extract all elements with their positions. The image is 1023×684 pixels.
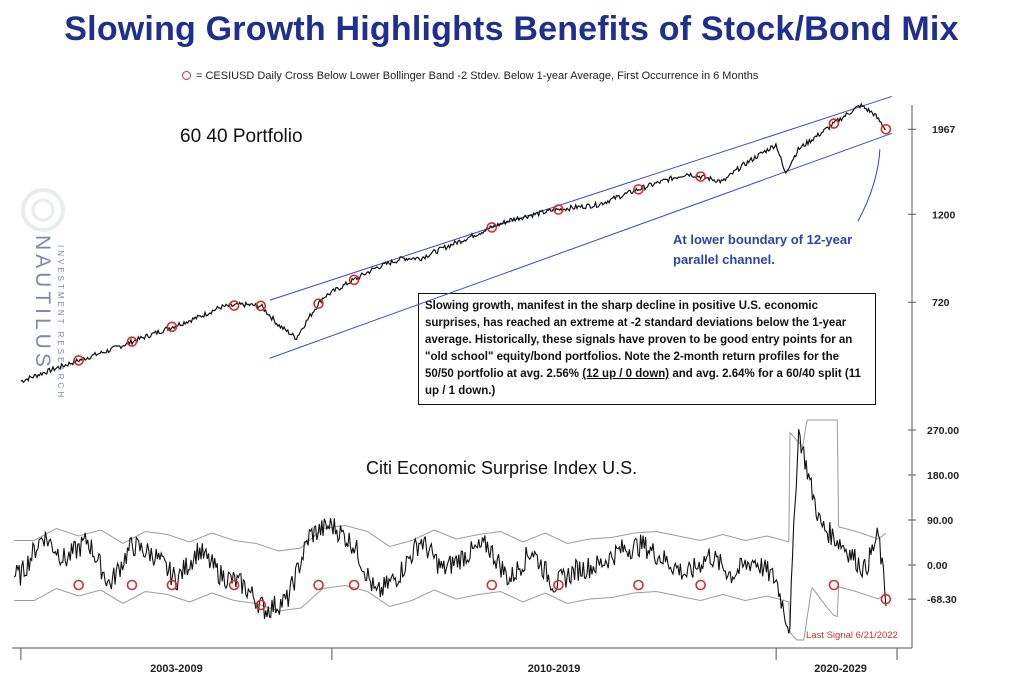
top-signal-marker (486, 222, 498, 233)
annotation-line-1: At lower boundary of 12-year (673, 232, 853, 247)
top-panel-label: 60 40 Portfolio (180, 126, 303, 147)
top-signal-marker (828, 118, 840, 129)
top-ytick-label: 720 (932, 297, 950, 309)
signal-legend: = CESIUSD Daily Cross Below Lower Bollin… (182, 70, 758, 82)
callout-tail: and avg. 2.64% for a 60/40 split (11 up … (425, 368, 861, 397)
last-signal-label: Last Signal 6/21/2022 (806, 630, 898, 641)
period-label: 2020-2029 (814, 663, 867, 675)
channel-annotation: At lower boundary of 12-year parallel ch… (673, 230, 883, 270)
portfolio-line (20, 102, 886, 384)
bottom-signal-marker (695, 579, 706, 591)
top-ytick-label: 1967 (932, 124, 956, 136)
bottom-signal-marker (633, 579, 644, 591)
bollinger-bands (14, 419, 887, 641)
top-signal-marker (73, 355, 84, 366)
signal-marker-icon (182, 70, 191, 80)
period-label: 2010-2019 (528, 663, 581, 675)
top-signal-marker (633, 184, 644, 195)
bottom-panel-label: Citi Economic Surprise Index U.S. (366, 458, 638, 478)
bottom-signal-marker (228, 579, 240, 591)
bottom-ytick-label: 90.00 (927, 515, 953, 527)
callout-text: Slowing growth, manifest in the sharp de… (425, 300, 853, 380)
axes: 720 1200 1967 -68.30 0.00 90.00 180.00 270.00 20… (20, 124, 959, 675)
bottom-ytick-label: 270.00 (927, 425, 959, 437)
top-signal-marker (255, 300, 267, 312)
annotation-line-2: parallel channel. (673, 252, 775, 267)
bottom-ytick-label: -68.30 (927, 594, 957, 606)
period-label: 2003-2009 (150, 663, 203, 675)
pointer-line (857, 149, 881, 222)
top-signal-marker (880, 123, 892, 135)
chart-frame (12, 105, 913, 649)
bottom-signal-marker (828, 579, 840, 591)
bottom-ytick-label: 180.00 (927, 470, 959, 482)
surprise-index-series (13, 429, 887, 634)
bottom-signal-marker (166, 579, 178, 591)
nautilus-logo-icon (21, 188, 65, 232)
top-signal-marker (126, 336, 138, 347)
bottom-signal-marker (255, 599, 267, 611)
top-signal-marker (166, 321, 178, 333)
parallel-channel (269, 95, 892, 359)
annotation-pointer (857, 149, 881, 222)
signal-legend-text: = CESIUSD Daily Cross Below Lower Bollin… (196, 70, 759, 82)
portfolio-series (20, 102, 886, 384)
watermark-name: NAUTILUS (31, 235, 54, 371)
upper-band (14, 419, 887, 552)
top-signal-marker (553, 204, 564, 215)
bottom-ytick-label: 0.00 (927, 560, 948, 572)
top-signal-marker (695, 171, 706, 182)
channel-lower-line (269, 132, 892, 359)
bottom-signal-marker (313, 579, 324, 591)
chart-title: Slowing Growth Highlights Benefits of St… (64, 10, 959, 48)
bottom-signal-marker (553, 579, 564, 591)
watermark-subtitle: INVESTMENT RESEARCH (56, 245, 65, 401)
top-signal-marker (313, 298, 324, 309)
bottom-signal-marker (880, 593, 892, 605)
bottom-signal-marker (348, 579, 360, 591)
bottom-signal-marker (73, 579, 84, 591)
bottom-signal-marker (126, 579, 138, 591)
channel-upper-line (269, 95, 892, 301)
bottom-signal-marker (486, 579, 498, 591)
surprise-index-line (13, 429, 887, 634)
callout-box: Slowing growth, manifest in the sharp de… (418, 293, 876, 405)
top-signal-marker (348, 274, 360, 286)
lower-band (14, 585, 887, 641)
signal-markers (73, 118, 892, 611)
top-signal-marker (228, 300, 240, 311)
top-ytick-label: 1200 (932, 209, 956, 221)
callout-underlined: (12 up / 0 down) (582, 368, 670, 380)
